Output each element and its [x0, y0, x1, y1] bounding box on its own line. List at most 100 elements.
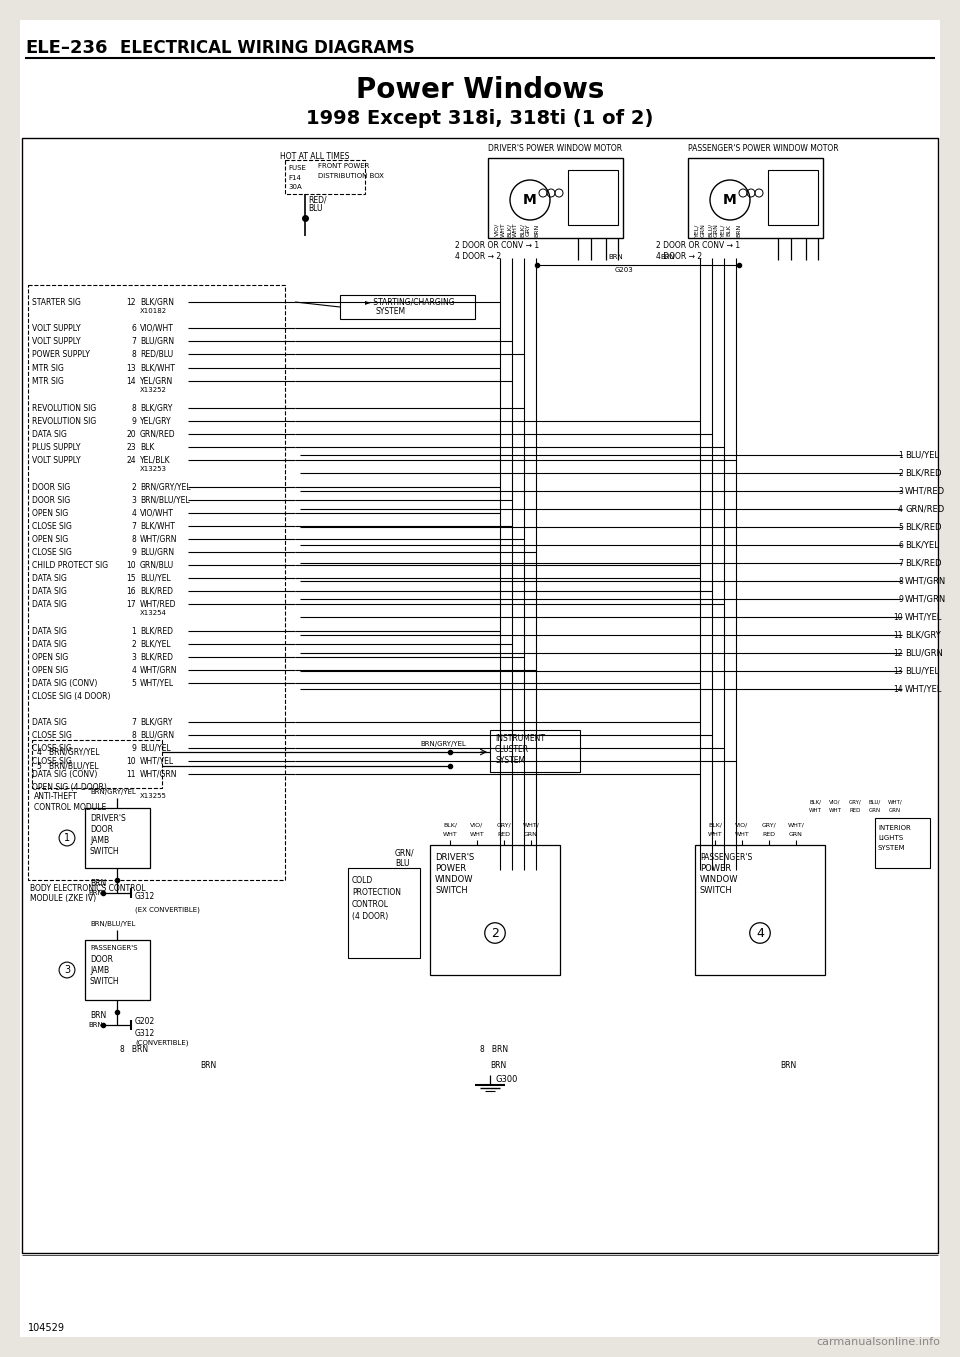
Text: BLU/YEL: BLU/YEL [905, 451, 939, 460]
Text: BLK/YEL: BLK/YEL [905, 540, 939, 550]
Text: 23: 23 [127, 442, 136, 452]
Text: BLK/RED: BLK/RED [140, 627, 173, 635]
Text: 3: 3 [132, 653, 136, 661]
Bar [85, 940, 150, 1000]
Text: VOLT SUPPLY: VOLT SUPPLY [32, 323, 81, 332]
Text: DRIVER'S POWER WINDOW MOTOR: DRIVER'S POWER WINDOW MOTOR [488, 144, 622, 152]
Text: SYSTEM: SYSTEM [878, 845, 905, 851]
Text: BLK/YEL: BLK/YEL [140, 639, 171, 649]
Text: WHT/RED: WHT/RED [905, 487, 946, 495]
Text: WHT/YEL: WHT/YEL [905, 612, 943, 622]
Bar [490, 730, 580, 772]
Text: G312: G312 [135, 1029, 156, 1038]
Text: 2 DOOR OR CONV → 1: 2 DOOR OR CONV → 1 [656, 240, 740, 250]
Text: BRN: BRN [780, 1061, 796, 1069]
Text: WHT: WHT [828, 807, 841, 813]
Text: BLK/GRY: BLK/GRY [905, 631, 941, 639]
Text: BRN: BRN [90, 1011, 107, 1019]
Text: 8: 8 [132, 403, 136, 413]
Text: BLU/: BLU/ [869, 799, 881, 805]
Text: SYSTEM: SYSTEM [495, 756, 525, 764]
Text: 13: 13 [894, 666, 903, 676]
Text: 7: 7 [899, 559, 903, 567]
Text: DATA SIG (CONV): DATA SIG (CONV) [32, 678, 97, 688]
Text: CONTROL MODULE: CONTROL MODULE [34, 802, 107, 811]
Text: PASSENGER'S POWER WINDOW MOTOR: PASSENGER'S POWER WINDOW MOTOR [688, 144, 839, 152]
Text: VIO/WHT: VIO/WHT [140, 323, 174, 332]
Text: ELE–236: ELE–236 [25, 39, 108, 57]
Bar [430, 845, 560, 974]
Text: 11: 11 [894, 631, 903, 639]
Text: WHT/: WHT/ [888, 799, 902, 805]
Text: DATA SIG: DATA SIG [32, 627, 67, 635]
Text: CLOSE SIG: CLOSE SIG [32, 547, 72, 556]
Text: 2: 2 [492, 927, 499, 939]
Text: JAMB: JAMB [90, 836, 109, 844]
Text: VOLT SUPPLY: VOLT SUPPLY [32, 337, 81, 346]
Text: DOOR SIG: DOOR SIG [32, 483, 70, 491]
Text: 1: 1 [132, 627, 136, 635]
Text: 2 DOOR OR CONV → 1: 2 DOOR OR CONV → 1 [455, 240, 540, 250]
Text: 7: 7 [132, 521, 136, 531]
Text: SWITCH: SWITCH [700, 886, 732, 894]
Text: BLK: BLK [140, 442, 155, 452]
Text: WINDOW: WINDOW [435, 874, 473, 883]
Text: 15: 15 [127, 574, 136, 582]
Text: BLU: BLU [395, 859, 410, 867]
Text: GRN/RED: GRN/RED [905, 505, 945, 513]
Text: BRN/GRY/YEL: BRN/GRY/YEL [420, 741, 466, 746]
Text: WHT/YEL: WHT/YEL [140, 678, 174, 688]
Text: RED: RED [762, 832, 776, 836]
Bar [32, 740, 162, 788]
Text: OPEN SIG: OPEN SIG [32, 535, 68, 544]
Text: CLUSTER: CLUSTER [495, 745, 529, 753]
Text: X13252: X13252 [140, 387, 167, 394]
Text: ELECTRICAL WIRING DIAGRAMS: ELECTRICAL WIRING DIAGRAMS [120, 39, 415, 57]
Text: BLK/RED: BLK/RED [905, 468, 942, 478]
Text: BLU/YEL: BLU/YEL [140, 744, 171, 753]
Text: ► STARTING/CHARGING: ► STARTING/CHARGING [365, 297, 455, 307]
Text: BRN: BRN [660, 254, 675, 261]
Circle shape [510, 180, 550, 220]
Text: 2: 2 [132, 639, 136, 649]
Text: 9: 9 [132, 547, 136, 556]
Text: X13254: X13254 [140, 611, 167, 616]
Text: BRN: BRN [608, 254, 623, 261]
Text: 14: 14 [894, 684, 903, 693]
Text: FUSE: FUSE [288, 166, 306, 171]
Text: GRN/RED: GRN/RED [140, 430, 176, 438]
Text: 5   BRN/BLU/YEL: 5 BRN/BLU/YEL [37, 761, 99, 771]
Bar [348, 868, 420, 958]
Text: DATA SIG: DATA SIG [32, 586, 67, 596]
Text: INTERIOR: INTERIOR [878, 825, 911, 830]
Text: FRONT POWER: FRONT POWER [318, 163, 370, 170]
Text: MODULE (ZKE IV): MODULE (ZKE IV) [30, 893, 96, 902]
Text: DOOR: DOOR [90, 954, 113, 963]
Text: WHT/YEL: WHT/YEL [905, 684, 943, 693]
Bar [695, 845, 825, 974]
Text: CLOSE SIG: CLOSE SIG [32, 756, 72, 765]
Text: G312: G312 [135, 892, 156, 901]
Text: SWITCH: SWITCH [435, 886, 468, 894]
Bar [488, 157, 623, 237]
Text: 7: 7 [132, 337, 136, 346]
Text: BLU/GRN: BLU/GRN [140, 730, 174, 740]
Text: 9: 9 [132, 417, 136, 426]
Text: VIO/: VIO/ [829, 799, 841, 805]
Text: 6: 6 [132, 323, 136, 332]
Text: BRN: BRN [88, 1022, 103, 1029]
Text: G202: G202 [135, 1018, 156, 1026]
Text: 20: 20 [127, 430, 136, 438]
Text: 17: 17 [127, 600, 136, 608]
Text: WHT/YEL: WHT/YEL [140, 756, 174, 765]
Text: BLK/RED: BLK/RED [140, 653, 173, 661]
Text: RED/: RED/ [308, 195, 326, 205]
Bar [568, 170, 618, 225]
Text: M: M [523, 193, 537, 208]
Text: GRN: GRN [869, 807, 881, 813]
Text: WHT: WHT [443, 832, 457, 836]
Text: 24: 24 [127, 456, 136, 464]
Text: BODY ELECTRONICS CONTROL: BODY ELECTRONICS CONTROL [30, 883, 146, 893]
Text: VIO/
WHT: VIO/ WHT [494, 223, 505, 237]
Text: OPEN SIG: OPEN SIG [32, 653, 68, 661]
